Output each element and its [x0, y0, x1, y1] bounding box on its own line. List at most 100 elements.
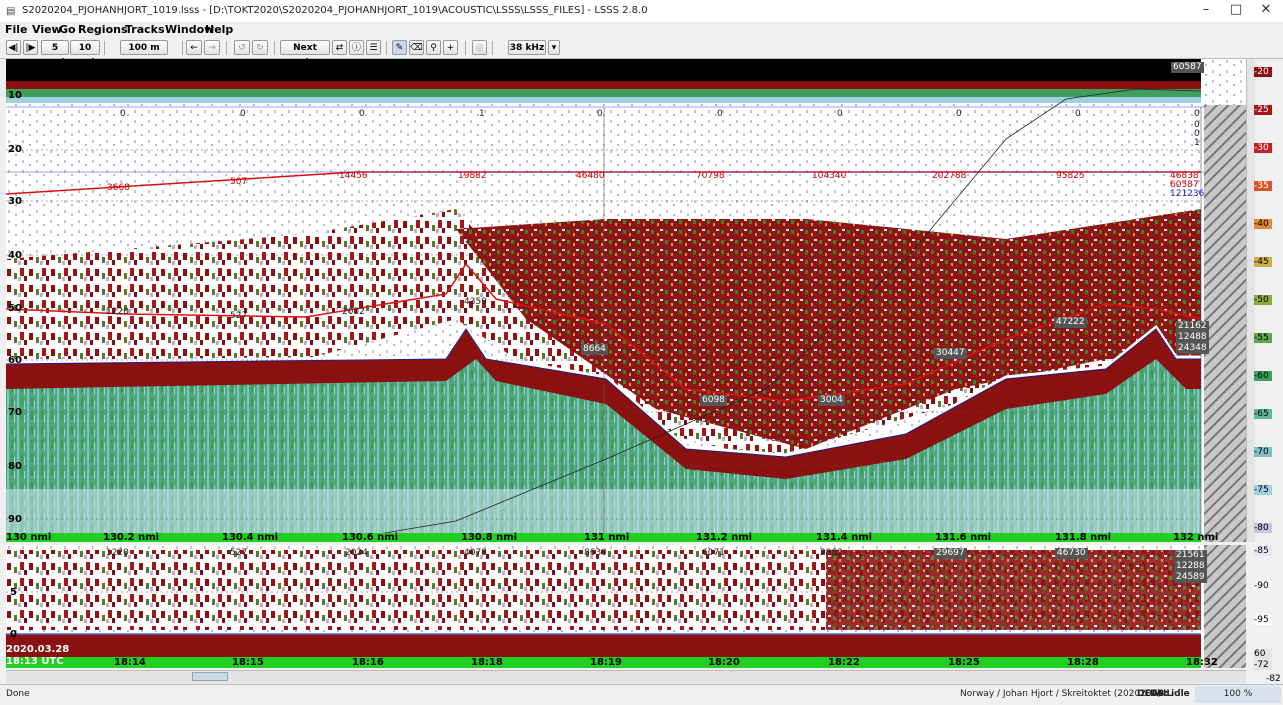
scale-label: -35: [1254, 181, 1272, 191]
layer-value: 527: [230, 311, 248, 321]
distance-tick: 130.6 nmi: [342, 532, 399, 542]
cell-value: 0: [956, 109, 962, 119]
toolbar-separator: [104, 41, 105, 55]
layer-value: 8664: [581, 344, 608, 355]
scale-label: -40: [1254, 219, 1272, 229]
distance-tick: 130.2 nmi: [103, 532, 160, 542]
app-icon: ▤: [6, 6, 16, 17]
title-bar: ▤ S2020204_PJOHANHJORT_1019.lsss - [D:\T…: [0, 0, 1283, 22]
sync-icon[interactable]: ⇄: [332, 40, 347, 55]
vertical-scrollbar[interactable]: [1246, 59, 1255, 542]
cell-value: 527: [230, 548, 248, 558]
cell-value: 6071: [702, 548, 725, 558]
previous-icon[interactable]: ◀|: [6, 40, 21, 55]
scale-label: 60: [1254, 649, 1272, 659]
menu-go[interactable]: Go: [59, 23, 76, 36]
date-label: 2020.03.28: [6, 644, 70, 655]
close-button[interactable]: ✕: [1260, 2, 1272, 17]
depth-tick: 5: [10, 587, 17, 598]
layer-value: 24348: [1176, 343, 1209, 354]
distance-tick: 131.8 nmi: [1055, 532, 1112, 542]
back-arrow-icon[interactable]: ←: [186, 40, 202, 55]
list-icon[interactable]: ☰: [366, 40, 381, 55]
range-select[interactable]: 100 m: [120, 40, 168, 55]
status-bar: Done Norway / Johan Hjort / Skreitoktet …: [0, 684, 1283, 705]
cell-value: 24589: [1174, 572, 1207, 583]
frequency-select[interactable]: 38 kHz: [508, 40, 546, 55]
scale-label: -20: [1254, 67, 1272, 77]
cruise-label: Norway / Johan Hjort / Skreitoktet (2020…: [960, 689, 1161, 699]
sa-value: 46480: [576, 171, 605, 181]
cell-value: 1220: [106, 548, 129, 558]
scale-label: -95: [1254, 615, 1272, 625]
menu-file[interactable]: File: [5, 23, 28, 36]
distance-5-button[interactable]: 5 nmi: [41, 40, 69, 68]
next-icon[interactable]: |▶: [23, 40, 38, 55]
cell-value: 0: [837, 109, 843, 119]
progress-indicator: 100 %: [1195, 686, 1281, 703]
time-tick: 18:18: [471, 657, 503, 668]
echogram-main[interactable]: 10 20 30 40 50 60 70 80 90 60587 0 0 0 1…: [6, 59, 1246, 542]
sa-value: 60587: [1170, 180, 1199, 190]
distance-10-button[interactable]: 10 nmi: [70, 40, 100, 68]
status-text: Done: [6, 689, 30, 699]
cell-value: 0: [1194, 120, 1200, 130]
sa-value: 70798: [696, 171, 725, 181]
layer-value: 21162: [1176, 321, 1209, 332]
redo-icon[interactable]: ↻: [252, 40, 268, 55]
sa-value: 202788: [932, 171, 967, 181]
menu-regions[interactable]: Regions: [78, 23, 128, 36]
menu-view[interactable]: View: [32, 23, 62, 36]
distance-tick: 130.8 nmi: [461, 532, 518, 542]
layer-value: 30447: [934, 348, 967, 359]
distance-tick: 131.6 nmi: [935, 532, 992, 542]
cell-value: 1: [1194, 138, 1200, 148]
forward-arrow-icon[interactable]: →: [204, 40, 220, 55]
pencil-icon[interactable]: ✎: [392, 40, 407, 55]
depth-tick: 0: [10, 629, 17, 640]
maximize-button[interactable]: □: [1229, 2, 1243, 17]
cell-value: 0: [120, 109, 126, 119]
plus-icon[interactable]: +: [443, 40, 458, 55]
zoom-icon[interactable]: ⚲: [426, 40, 441, 55]
menu-tracks[interactable]: Tracks: [125, 23, 165, 36]
menu-window[interactable]: Window: [165, 23, 215, 36]
layer-value: 6098: [700, 395, 727, 406]
distance-tick: 131.4 nmi: [816, 532, 873, 542]
info-icon[interactable]: ⓘ: [349, 40, 364, 55]
cell-value: 0: [1194, 129, 1200, 139]
time-tick: 18:25: [948, 657, 980, 668]
toolbar: ◀| |▶ 5 nmi 10 nmi 100 m ← → ↺ ↻ Next re…: [0, 38, 1283, 68]
next-region-button[interactable]: Next region: [280, 40, 330, 68]
depth-tick: 30: [8, 196, 22, 207]
minimize-button[interactable]: –: [1202, 2, 1210, 17]
time-tick: 18:19: [590, 657, 622, 668]
db-status: DB: idle: [1150, 689, 1190, 699]
eraser-icon[interactable]: ⌫: [409, 40, 424, 55]
time-tick: 18:28: [1067, 657, 1099, 668]
menu-help[interactable]: Help: [205, 23, 234, 36]
sa-value: 121236: [1170, 189, 1205, 199]
horizontal-scrollbar[interactable]: [6, 670, 1246, 683]
echogram-canvas: [6, 59, 1246, 542]
scale-label: -55: [1254, 333, 1272, 343]
sa-value: 507: [230, 177, 248, 187]
stop-icon[interactable]: ◎: [472, 40, 487, 55]
cell-value: 0: [597, 109, 603, 119]
echogram-bottom[interactable]: 1220 527 2024 4078 8630 6071 2882 29697 …: [6, 545, 1246, 668]
depth-tick: 50: [8, 303, 22, 314]
echogram-bottom-canvas: [6, 545, 1246, 668]
distance-tick: 131.2 nmi: [696, 532, 753, 542]
depth-tick: 60: [8, 355, 22, 366]
sa-value: 95825: [1056, 171, 1085, 181]
scale-label: -80: [1254, 523, 1272, 533]
distance-tick: 131 nmi: [584, 532, 630, 542]
sa-value: 104340: [812, 171, 847, 181]
scrollbar-thumb[interactable]: [192, 672, 228, 681]
chevron-down-icon[interactable]: ▾: [548, 40, 560, 55]
depth-tick: 90: [8, 514, 22, 525]
cell-value: 29697: [934, 548, 967, 559]
ping-counter: 60587: [1171, 62, 1204, 73]
layer-value: 1220: [106, 307, 129, 317]
undo-icon[interactable]: ↺: [234, 40, 250, 55]
